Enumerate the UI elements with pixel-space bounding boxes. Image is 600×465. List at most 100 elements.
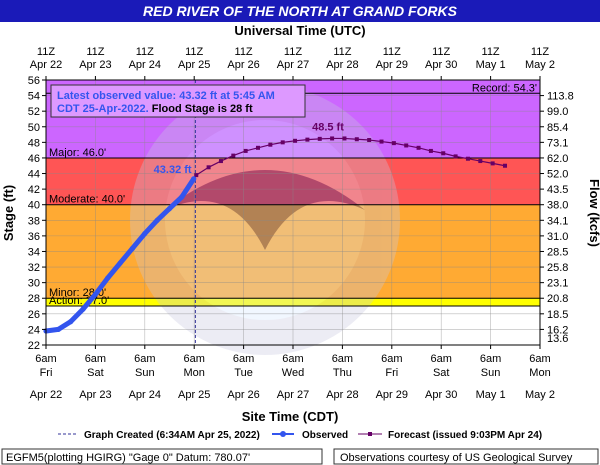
x2-tick-date-6: Apr 28 xyxy=(326,59,358,71)
x2-tick-time-10: 11Z xyxy=(531,46,549,58)
forecast-point-2 xyxy=(218,159,223,164)
x2-tick-time-3: 11Z xyxy=(185,46,203,58)
y-tick-label-24: 24 xyxy=(28,324,40,336)
forecast-line xyxy=(195,137,506,176)
y-tick-label-28: 28 xyxy=(28,293,40,305)
x-tick-time-4: 6am xyxy=(233,353,254,365)
x2-tick-date-10: May 2 xyxy=(525,59,555,71)
forecast-point-18 xyxy=(416,145,421,150)
x-tick-date-1: Apr 23 xyxy=(79,389,111,401)
flood-stage-statement: Flood Stage is 28 ft xyxy=(149,103,253,115)
forecast-point-10 xyxy=(317,136,322,141)
observed-point-2 xyxy=(68,319,74,325)
x-tick-day-10: Mon xyxy=(529,367,550,379)
y2-tick-label-bottom: 13.6 xyxy=(547,333,568,345)
x-tick-date-8: Apr 30 xyxy=(425,389,457,401)
x2-tick-time-6: 11Z xyxy=(333,46,351,58)
x-tick-time-10: 6am xyxy=(529,353,550,365)
legend-forecast-label: Forecast (issued 9:03PM Apr 24) xyxy=(388,430,542,441)
x-tick-date-7: Apr 29 xyxy=(376,389,408,401)
flood-label-major: Major: 46.0' xyxy=(49,147,106,159)
forecast-point-23 xyxy=(478,159,483,164)
y-tick-label-44: 44 xyxy=(28,169,40,181)
footer-left-box xyxy=(1,448,323,465)
y-tick-label-50: 50 xyxy=(28,122,40,134)
x2-tick-date-0: Apr 22 xyxy=(30,59,62,71)
x2-tick-date-4: Apr 26 xyxy=(227,59,259,71)
observed-point-11 xyxy=(179,194,185,200)
watermark-bird-shape xyxy=(165,170,365,250)
x-tick-day-2: Sun xyxy=(135,367,155,379)
forecast-point-1 xyxy=(206,165,211,170)
forecast-point-5 xyxy=(256,145,261,150)
y-tick-label-56: 56 xyxy=(28,75,40,87)
x-tick-time-1: 6am xyxy=(85,353,106,365)
x-tick-day-7: Fri xyxy=(385,367,398,379)
x-tick-time-5: 6am xyxy=(282,353,303,365)
x2-tick-time-2: 11Z xyxy=(136,46,154,58)
observed-point-8 xyxy=(142,230,148,237)
legend-observed-label: Observed xyxy=(302,430,348,441)
forecast-point-22 xyxy=(465,156,470,161)
x-tick-time-0: 6am xyxy=(35,353,56,365)
legend-forecast-marker xyxy=(368,432,372,436)
x2-tick-time-1: 11Z xyxy=(86,46,104,58)
x2-tick-time-4: 11Z xyxy=(235,46,253,58)
x2-tick-date-8: Apr 30 xyxy=(425,59,457,71)
x2-tick-date-9: May 1 xyxy=(476,59,506,71)
forecast-point-25 xyxy=(503,163,508,168)
y-tick-label-40: 40 xyxy=(28,200,40,212)
y-tick-label-26: 26 xyxy=(28,309,40,321)
forecast-point-20 xyxy=(441,151,446,156)
observed-point-5 xyxy=(105,275,111,281)
x-tick-time-2: 6am xyxy=(134,353,155,365)
y-tick-label-34: 34 xyxy=(28,246,40,258)
observed-point-7 xyxy=(129,245,136,251)
x-tick-date-2: Apr 24 xyxy=(129,389,161,401)
x2-tick-time-8: 11Z xyxy=(432,46,450,58)
forecast-point-8 xyxy=(293,138,298,143)
y2-tick-label-52: 99.0 xyxy=(547,106,568,118)
x-tick-day-9: Sun xyxy=(481,367,501,379)
y2-tick-label-24: 16.2 xyxy=(547,324,568,336)
y-tick-label-30: 30 xyxy=(28,278,40,290)
forecast-point-6 xyxy=(268,142,273,147)
y2-tick-label-26: 18.5 xyxy=(547,309,568,321)
forecast-point-4 xyxy=(243,148,248,153)
footer-right-text: Observations courtesy of US Geological S… xyxy=(340,452,573,464)
y-tick-label-46: 46 xyxy=(28,153,40,165)
forecast-point-0 xyxy=(194,173,199,178)
forecast-point-21 xyxy=(453,154,458,159)
forecast-series xyxy=(194,136,508,178)
observed-point-1 xyxy=(55,326,61,333)
x-tick-day-4: Tue xyxy=(234,367,253,379)
x2-tick-time-7: 11Z xyxy=(383,46,401,58)
forecast-point-9 xyxy=(305,137,310,142)
x-tick-date-9: May 1 xyxy=(476,389,506,401)
latest-observed-date: CDT 25-Apr-2022. xyxy=(57,103,149,115)
y2-axis-title: Flow (kcfs) xyxy=(587,179,600,247)
footer-left-text: EGFM5(plotting HGIRG) "Gage 0" Datum: 78… xyxy=(6,452,250,464)
y2-tick-label-50: 85.4 xyxy=(547,122,568,134)
chart-title: RED RIVER OF THE NORTH AT GRAND FORKS xyxy=(143,3,458,19)
y-axis-title: Stage (ft) xyxy=(1,185,16,241)
footer-right-box xyxy=(333,448,599,465)
y2-tick-label-40: 38.0 xyxy=(547,200,568,212)
forecast-point-19 xyxy=(428,148,433,153)
x-tick-day-8: Sat xyxy=(433,367,450,379)
observed-point-3 xyxy=(80,306,86,312)
y-tick-label-42: 42 xyxy=(28,184,40,196)
x-tick-time-8: 6am xyxy=(430,353,451,365)
forecast-point-24 xyxy=(490,161,495,166)
y-tick-label-22: 22 xyxy=(28,340,40,352)
x2-tick-date-5: Apr 27 xyxy=(277,59,309,71)
legend: Graph Created (6:34AM Apr 25, 2022) Obse… xyxy=(58,430,542,441)
x-tick-date-0: Apr 22 xyxy=(30,389,62,401)
legend-graph-created-label: Graph Created (6:34AM Apr 25, 2022) xyxy=(84,430,260,441)
x-tick-date-6: Apr 28 xyxy=(326,389,358,401)
latest-observed-line2: CDT 25-Apr-2022. Flood Stage is 28 ft xyxy=(57,103,253,115)
x-tick-time-3: 6am xyxy=(183,353,204,365)
y-tick-label-36: 36 xyxy=(28,231,40,243)
